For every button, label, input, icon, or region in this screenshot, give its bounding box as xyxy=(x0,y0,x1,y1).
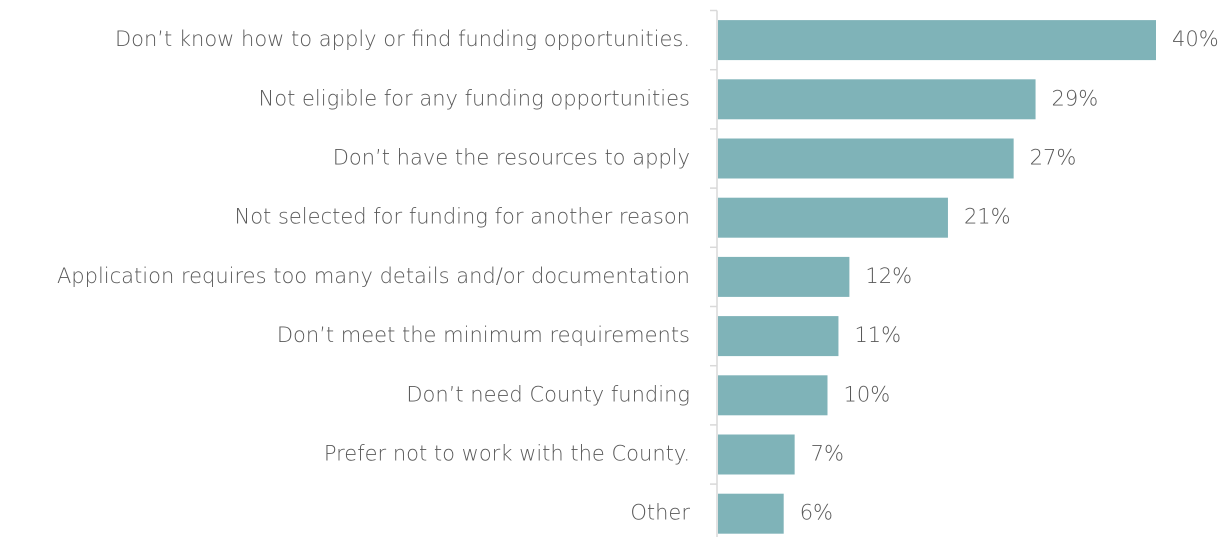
bar xyxy=(718,20,1156,61)
value-label: 10% xyxy=(844,382,891,406)
bar xyxy=(718,434,795,475)
category-label: Prefer not to work with the County. xyxy=(324,442,690,466)
value-label: 27% xyxy=(1030,146,1077,170)
category-label: Not eligible for any funding opportuniti… xyxy=(259,86,690,110)
value-label: 21% xyxy=(964,205,1011,229)
category-label: Application requires too many details an… xyxy=(57,264,690,288)
bar xyxy=(718,79,1036,120)
category-label: Don’t meet the minimum requirements xyxy=(277,323,690,347)
bar xyxy=(718,197,948,238)
category-label: Don’t know how to apply or find funding … xyxy=(115,27,690,51)
category-label: Not selected for funding for another rea… xyxy=(234,205,690,229)
value-label: 12% xyxy=(865,264,912,288)
bar xyxy=(718,256,850,297)
value-label: 6% xyxy=(800,501,833,525)
category-label: Other xyxy=(630,501,690,525)
category-label: Don’t have the resources to apply xyxy=(333,146,690,170)
value-label: 11% xyxy=(854,323,901,347)
bar xyxy=(718,316,839,357)
bar xyxy=(718,138,1014,179)
value-label: 29% xyxy=(1052,86,1099,110)
bar xyxy=(718,493,784,534)
bar xyxy=(718,375,828,416)
value-label: 40% xyxy=(1172,27,1219,51)
category-label: Don’t need County funding xyxy=(406,382,690,406)
value-label: 7% xyxy=(811,442,844,466)
